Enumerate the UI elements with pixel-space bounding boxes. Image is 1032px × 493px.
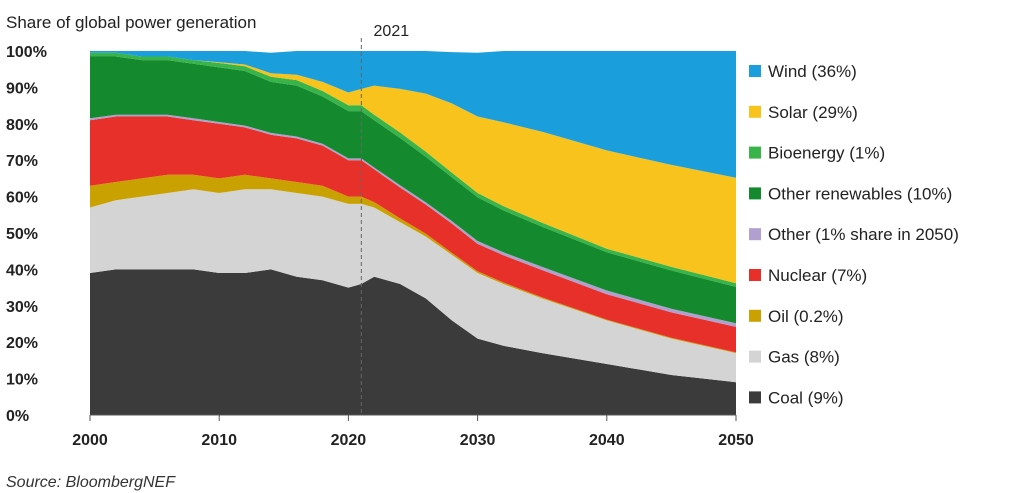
legend-swatch-other [749,228,761,241]
y-tick-label: 70% [6,153,38,170]
area-solar [90,52,736,284]
x-tick-label: 2030 [460,432,496,449]
y-tick-label: 50% [6,226,38,243]
x-axis-ticks: 2000 2010 2020 2030 2040 2050 [72,414,754,449]
stacked-areas [90,51,736,415]
x-tick-label: 2050 [718,432,754,449]
legend-swatch-other-renewables [749,187,761,200]
y-tick-label: 10% [6,372,38,389]
legend-label-gas: Gas (8%) [768,348,840,367]
legend: Wind (36%) Solar (29%) Bioenergy (1%) Other… [749,62,959,407]
legend-label-other-renewables: Other renewables (10%) [768,184,952,203]
y-tick-label: 90% [6,80,38,97]
legend-swatch-wind [749,65,761,77]
legend-swatch-oil [749,309,761,322]
x-tick-label: 2020 [331,432,367,449]
legend-swatch-nuclear [749,269,761,281]
legend-label-solar: Solar (29%) [768,103,858,122]
area-oil [90,174,736,354]
x-tick-label: 2000 [72,432,108,449]
chart-title: Share of global power generation [6,13,256,32]
area-gas [90,189,736,383]
legend-label-coal: Coal (9%) [768,388,844,407]
y-tick-label: 100% [6,44,47,61]
legend-label-bioenergy: Bioenergy (1%) [768,144,885,163]
y-axis-ticks: 0% 10% 20% 30% 40% 50% 60% 70% 80% 90% 100% [6,44,47,425]
y-tick-label: 60% [6,190,38,207]
area-other-renewables [90,56,736,324]
area-nuclear [90,116,736,353]
y-tick-label: 0% [6,408,29,425]
y-tick-label: 80% [6,117,38,134]
legend-swatch-gas [749,350,761,363]
legend-label-oil: Oil (0.2%) [768,307,844,326]
x-tick-label: 2010 [201,432,237,449]
legend-label-other: Other (1% share in 2050) [768,225,959,244]
legend-swatch-coal [749,391,761,404]
legend-swatch-solar [749,105,761,118]
area-wind [90,51,736,178]
legend-label-nuclear: Nuclear (7%) [768,266,867,285]
legend-label-wind: Wind (36%) [768,62,857,81]
source-note: Source: BloombergNEF [6,474,176,491]
y-tick-label: 30% [6,299,38,316]
y-tick-label: 40% [6,262,38,279]
legend-swatch-bioenergy [749,146,761,159]
x-tick-label: 2040 [589,432,625,449]
marker-label: 2021 [374,23,410,40]
area-coal [90,269,736,415]
y-tick-label: 20% [6,335,38,352]
